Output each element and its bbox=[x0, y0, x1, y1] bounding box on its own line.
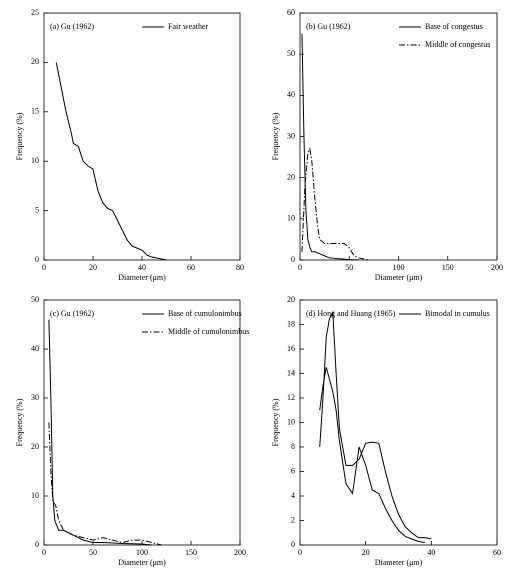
x-tick-label: 60 bbox=[493, 548, 501, 557]
plot-frame bbox=[299, 299, 498, 546]
y-axis-label: Frequency (%) bbox=[15, 398, 24, 446]
y-tick-label: 8 bbox=[291, 442, 295, 451]
y-axis-label: Frequency (%) bbox=[271, 112, 280, 160]
panel-title: (b) Gu (1962) bbox=[306, 22, 351, 31]
plot-frame bbox=[299, 12, 498, 261]
y-tick-label: 10 bbox=[31, 156, 39, 165]
y-tick-label: 14 bbox=[287, 368, 295, 377]
y-tick-label: 60 bbox=[287, 8, 295, 17]
y-tick-label: 5 bbox=[35, 205, 39, 214]
x-axis-label: Diameter (μm) bbox=[375, 558, 423, 567]
legend-label: Base of cumulonimbus bbox=[168, 309, 242, 318]
x-axis-label: Diameter (μm) bbox=[375, 273, 423, 282]
x-tick-label: 150 bbox=[442, 263, 454, 272]
data-line bbox=[319, 310, 432, 540]
y-tick-label: 16 bbox=[287, 344, 295, 353]
x-tick-label: 0 bbox=[298, 548, 302, 557]
y-tick-label: 50 bbox=[287, 49, 295, 58]
y-tick-label: 20 bbox=[287, 172, 295, 181]
y-tick-label: 10 bbox=[31, 491, 39, 500]
panel-title: (a) Gu (1962) bbox=[50, 22, 94, 31]
y-tick-label: 40 bbox=[287, 90, 295, 99]
x-tick-label: 20 bbox=[89, 263, 97, 272]
plot-frame bbox=[43, 299, 241, 546]
x-tick-label: 40 bbox=[427, 548, 435, 557]
x-tick-label: 20 bbox=[362, 548, 370, 557]
x-tick-label: 200 bbox=[491, 263, 503, 272]
y-axis-label: Frequency (%) bbox=[15, 112, 24, 160]
y-tick-label: 0 bbox=[291, 540, 295, 549]
y-tick-label: 40 bbox=[31, 344, 39, 353]
data-line bbox=[319, 367, 425, 544]
x-tick-label: 50 bbox=[345, 263, 353, 272]
x-tick-label: 80 bbox=[236, 263, 244, 272]
x-tick-label: 0 bbox=[42, 263, 46, 272]
x-axis-label: Diameter (μm) bbox=[118, 273, 166, 282]
legend-label: Middle of cumulonimbus bbox=[168, 327, 249, 336]
y-tick-label: 10 bbox=[287, 417, 295, 426]
data-line bbox=[48, 319, 152, 546]
panel-title: (c) Gu (1962) bbox=[50, 309, 94, 318]
y-tick-label: 12 bbox=[287, 393, 295, 402]
y-tick-label: 4 bbox=[291, 491, 295, 500]
legend-label: Middle of congestus bbox=[425, 40, 490, 49]
data-line bbox=[301, 33, 360, 261]
x-tick-label: 0 bbox=[298, 263, 302, 272]
legend-label: Bimodal in cumulus bbox=[425, 309, 490, 318]
panel-title: (d) Hong and Huang (1965) bbox=[306, 309, 396, 318]
y-axis-label: Frequency (%) bbox=[271, 398, 280, 446]
x-tick-label: 150 bbox=[185, 548, 197, 557]
y-tick-label: 20 bbox=[287, 295, 295, 304]
y-tick-label: 0 bbox=[35, 255, 39, 264]
data-line bbox=[48, 422, 162, 546]
x-tick-label: 100 bbox=[136, 548, 148, 557]
legend-label: Fair weather bbox=[168, 22, 209, 31]
y-tick-label: 2 bbox=[291, 515, 295, 524]
x-tick-label: 40 bbox=[138, 263, 146, 272]
data-line bbox=[301, 147, 370, 261]
data-line bbox=[55, 62, 167, 261]
y-tick-label: 18 bbox=[287, 319, 295, 328]
x-tick-label: 100 bbox=[393, 263, 405, 272]
y-tick-label: 25 bbox=[31, 8, 39, 17]
y-tick-label: 30 bbox=[31, 393, 39, 402]
x-tick-label: 200 bbox=[234, 548, 246, 557]
x-tick-label: 60 bbox=[187, 263, 195, 272]
y-tick-label: 6 bbox=[291, 466, 295, 475]
y-tick-label: 50 bbox=[31, 295, 39, 304]
y-tick-label: 20 bbox=[31, 442, 39, 451]
y-tick-label: 0 bbox=[291, 255, 295, 264]
y-tick-label: 20 bbox=[31, 57, 39, 66]
y-tick-label: 10 bbox=[287, 214, 295, 223]
plot-frame bbox=[43, 12, 241, 261]
y-tick-label: 30 bbox=[287, 131, 295, 140]
x-tick-label: 50 bbox=[89, 548, 97, 557]
x-tick-label: 0 bbox=[42, 548, 46, 557]
legend-label: Base of congestus bbox=[425, 22, 483, 31]
y-tick-label: 0 bbox=[35, 540, 39, 549]
y-tick-label: 15 bbox=[31, 107, 39, 116]
x-axis-label: Diameter (μm) bbox=[118, 558, 166, 567]
